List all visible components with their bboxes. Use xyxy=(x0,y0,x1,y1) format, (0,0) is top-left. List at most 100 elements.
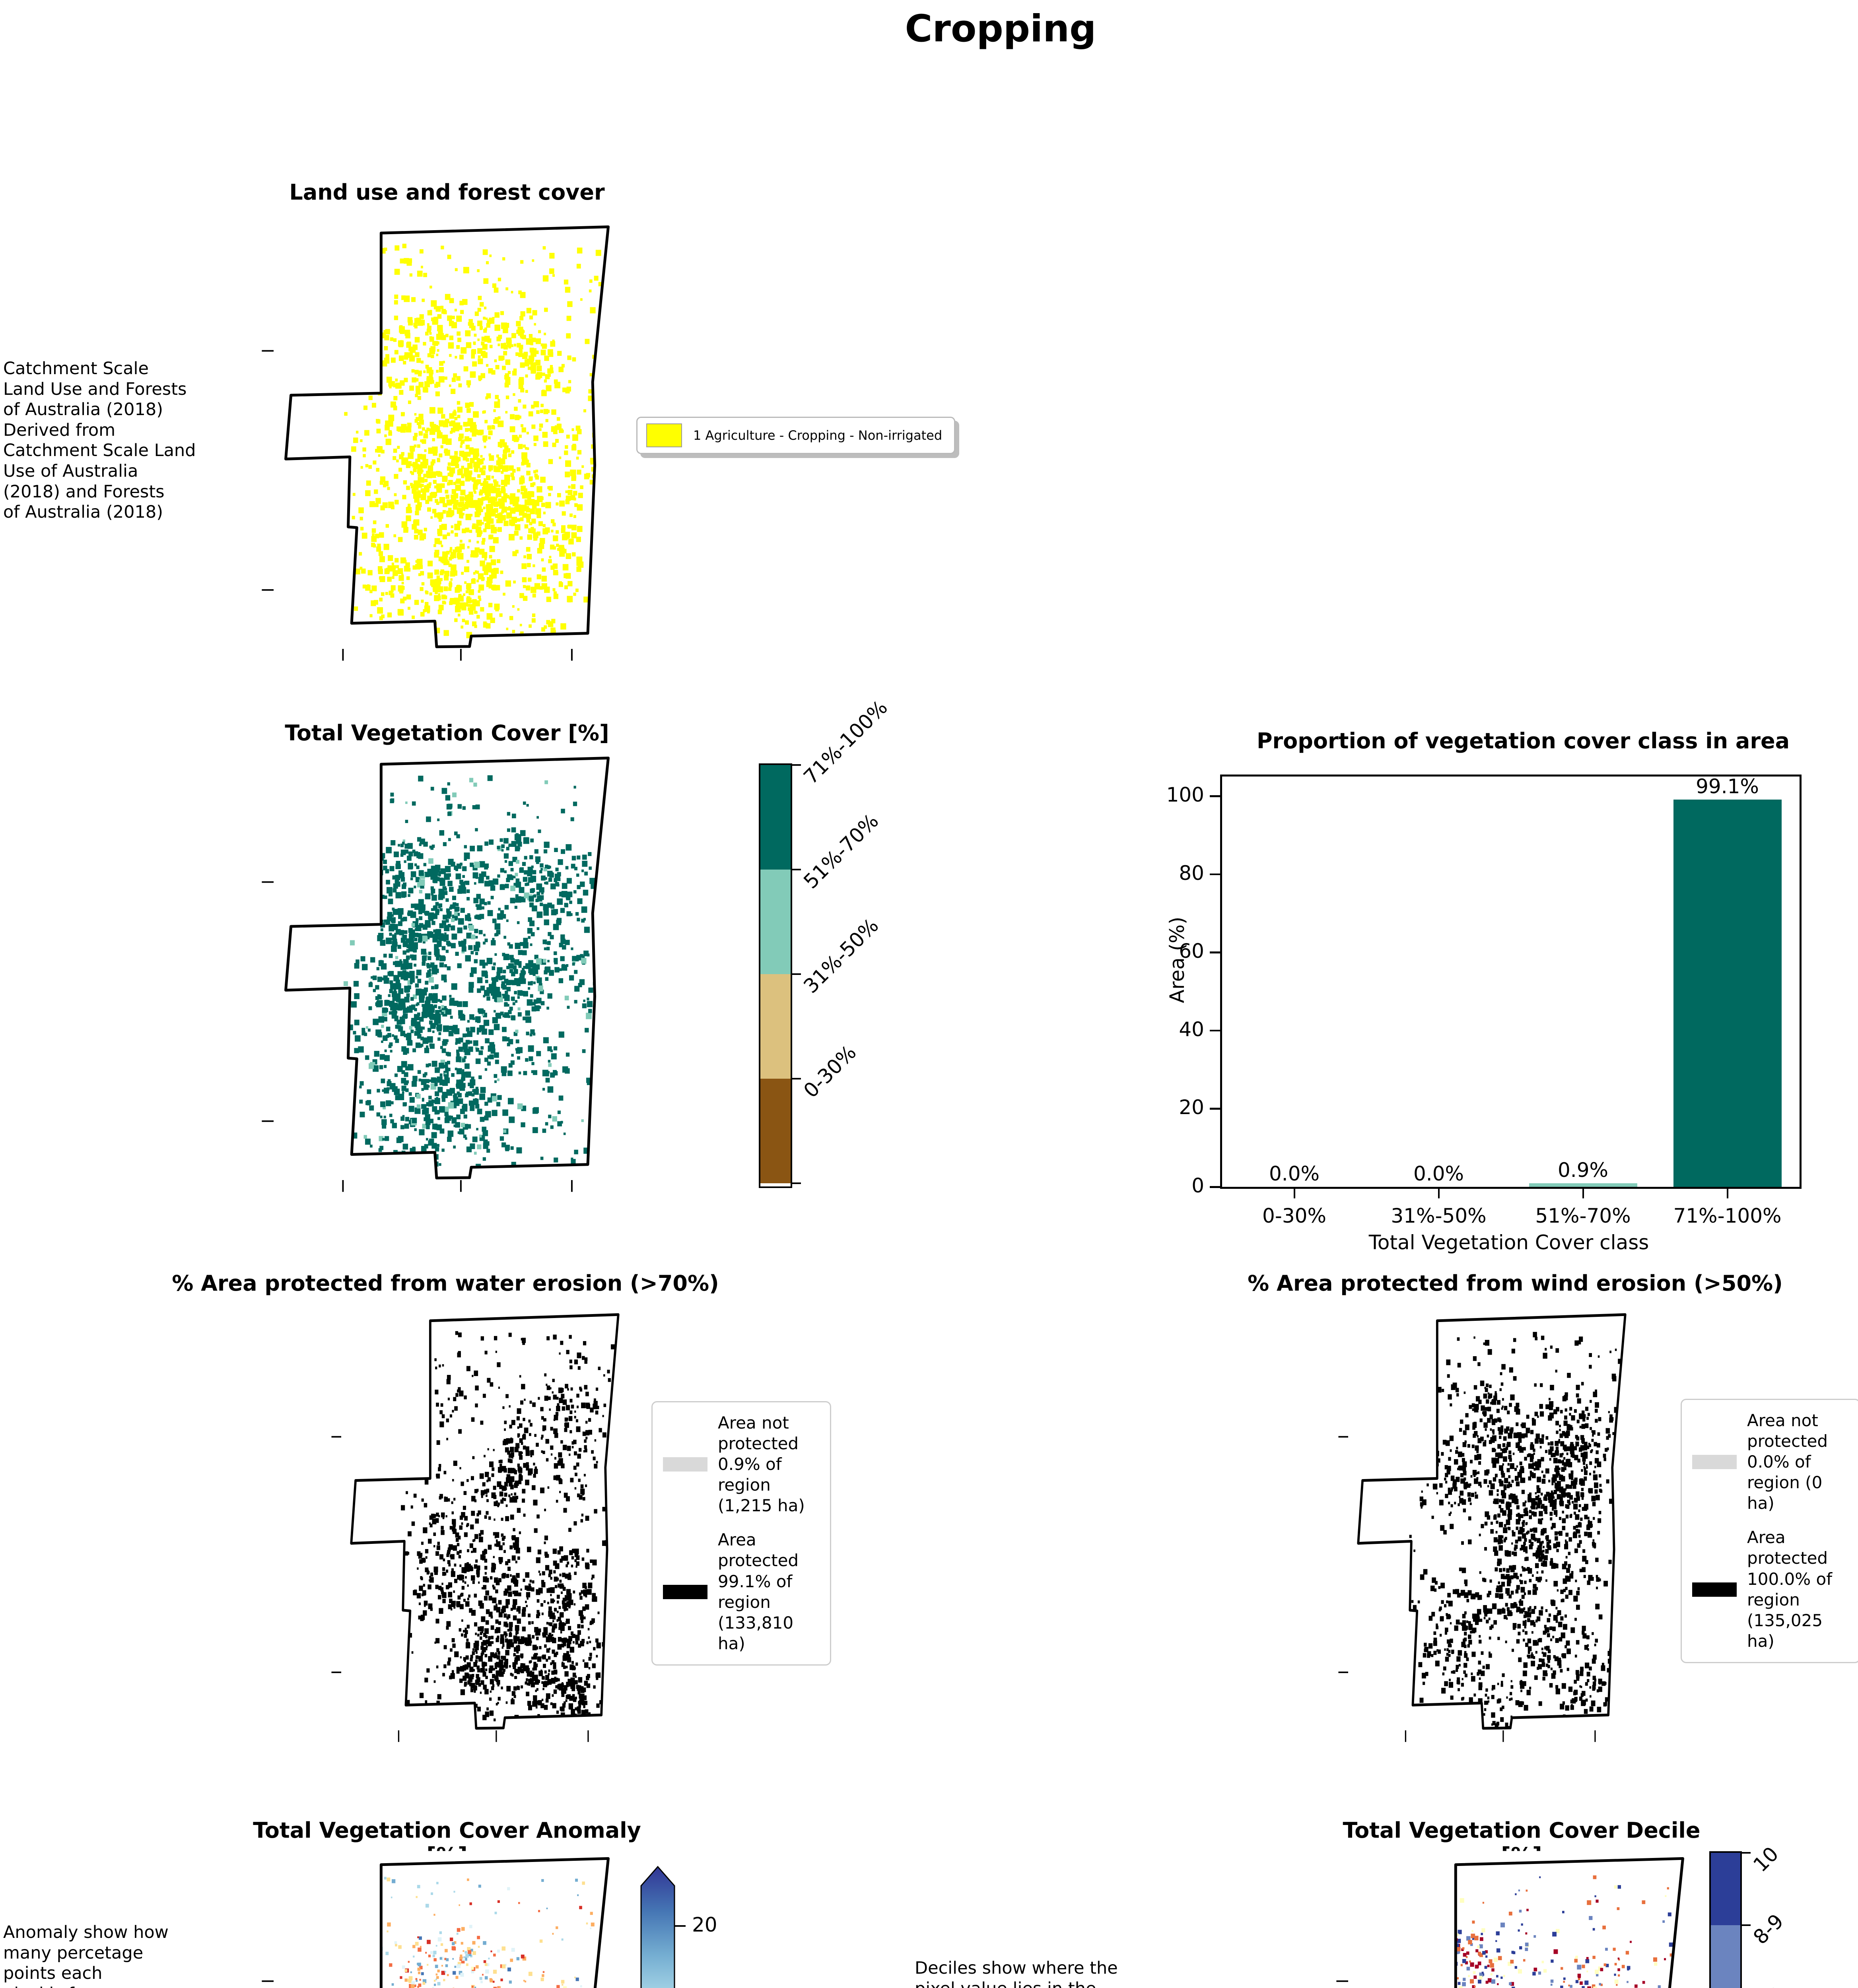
chart-y-axis-label: Area (%) xyxy=(1166,916,1189,1003)
anomaly-colorbar: 20100−10−20 xyxy=(640,1866,768,1988)
y-axis-tick-label: 20 xyxy=(1179,1096,1204,1119)
veg_cover-pixels xyxy=(343,775,603,1173)
decile-cbar-tick xyxy=(1740,1852,1751,1854)
decile-colorbar: 108-94-72-31 xyxy=(1709,1842,1856,1988)
bar-chart-plot: 0 20 40 60 80 100 0.0% 0-30% 0.0% 31%-50% 0.9% 51%-… xyxy=(1166,775,1802,1227)
anomaly-side-text: Anomaly show how many percetage points e… xyxy=(3,1922,169,1988)
veg-cbar-label: 31%-50% xyxy=(799,914,883,998)
bar-51%-70% xyxy=(1529,1183,1637,1187)
wind-erosion-title: % Area protected from wind erosion (>50%… xyxy=(1248,1271,1783,1296)
landuse-map xyxy=(262,219,628,661)
y-axis-tick xyxy=(1210,1108,1220,1110)
page-title: Cropping xyxy=(905,7,1096,50)
veg-cbar-label: 71%-100% xyxy=(799,696,892,789)
bar-value-label: 99.1% xyxy=(1696,775,1759,798)
veg-cbar-tick xyxy=(791,764,801,766)
wind-legend-item-not-protected: Area not protected 0.0% of region (0 ha) xyxy=(1692,1410,1851,1514)
decile-cbar-segment xyxy=(1711,1925,1740,1988)
veg-cbar-label: 51%-70% xyxy=(799,809,883,893)
y-axis-tick-label: 60 xyxy=(1179,940,1204,963)
x-axis-tick-label: 0-30% xyxy=(1262,1204,1326,1227)
y-axis-tick xyxy=(1210,795,1220,797)
landuse-title: Land use and forest cover xyxy=(289,180,605,205)
y-axis-tick-label: 40 xyxy=(1179,1017,1204,1041)
water-erosion-legend: Area not protected 0.9% of region (1,215… xyxy=(651,1401,831,1666)
anomaly-map xyxy=(262,1851,628,1988)
landuse-map-canvas xyxy=(262,219,628,661)
water-protected-swatch xyxy=(663,1584,707,1599)
wind-not-protected-label: Area not protected 0.0% of region (0 ha) xyxy=(1747,1411,1828,1513)
wind-erosion-legend: Area not protected 0.0% of region (0 ha)… xyxy=(1681,1399,1858,1663)
x-axis-tick-label: 71%-100% xyxy=(1673,1204,1782,1227)
bar-value-label: 0.0% xyxy=(1269,1162,1320,1185)
veg-cbar-segment xyxy=(760,1079,791,1183)
veg-cbar-tick xyxy=(791,1182,801,1184)
y-axis-tick-label: 100 xyxy=(1166,783,1204,807)
wind-pixels xyxy=(1406,1331,1622,1728)
anomaly-map-canvas xyxy=(262,1851,628,1988)
landuse-legend-swatch xyxy=(646,423,682,447)
wind-erosion-map-canvas xyxy=(1338,1307,1641,1742)
veg-cbar-segment xyxy=(760,870,791,974)
veg-cover-map xyxy=(262,750,628,1192)
x-axis-tick xyxy=(1582,1189,1584,1198)
x-axis-tick xyxy=(1293,1189,1295,1198)
anomaly-cbar-tick xyxy=(674,1925,686,1927)
wind-protected-swatch xyxy=(1692,1582,1737,1597)
veg-cbar-label: 0-30% xyxy=(799,1041,861,1103)
landuse-legend: 1 Agriculture - Cropping - Non-irrigated xyxy=(636,417,956,454)
veg-cbar-tick xyxy=(791,1078,801,1079)
x-axis-tick-label: 51%-70% xyxy=(1535,1204,1631,1227)
veg-cbar-segment xyxy=(760,974,791,1079)
decile-side-text: Deciles show where the pixel value lies … xyxy=(915,1958,1118,1988)
decile-cbar-label: 8-9 xyxy=(1749,1909,1788,1949)
water-protected-label: Area protected 99.1% of region (133,810 … xyxy=(718,1530,799,1653)
wind-erosion-map xyxy=(1338,1307,1641,1742)
veg-cover-title: Total Vegetation Cover [%] xyxy=(285,720,609,746)
y-axis-tick-label: 0 xyxy=(1191,1174,1204,1197)
veg-cbar-tick xyxy=(791,869,801,870)
water-legend-item-not-protected: Area not protected 0.9% of region (1,215… xyxy=(663,1413,822,1516)
decile-title: Total Vegetation Cover Decile [%] xyxy=(1343,1818,1701,1868)
veg-cover-map-canvas xyxy=(262,750,628,1192)
water-erosion-title: % Area protected from water erosion (>70… xyxy=(172,1271,719,1296)
bar-71%-100% xyxy=(1673,799,1782,1187)
decile-cbar-tick xyxy=(1740,1924,1751,1926)
wind-legend-item-protected: Area protected 100.0% of region (135,025… xyxy=(1692,1527,1851,1651)
wind-not-protected-swatch xyxy=(1692,1455,1737,1470)
landuse-legend-label: 1 Agriculture - Cropping - Non-irrigated xyxy=(693,428,943,443)
y-axis-tick-label: 80 xyxy=(1179,861,1204,885)
chart-x-axis-label: Total Vegetation Cover class xyxy=(1368,1231,1649,1254)
decile-cbar-label: 10 xyxy=(1749,1842,1783,1877)
water-not-protected-swatch xyxy=(663,1457,707,1472)
chart-title: Proportion of vegetation cover class in … xyxy=(1256,728,1790,753)
water-legend-item-protected: Area protected 99.1% of region (133,810 … xyxy=(663,1530,822,1654)
y-axis-tick xyxy=(1210,1186,1220,1188)
bar-value-label: 0.0% xyxy=(1413,1162,1464,1185)
water-erosion-map xyxy=(331,1307,634,1742)
bar-value-label: 0.9% xyxy=(1557,1159,1609,1182)
water-pixels xyxy=(398,1331,615,1728)
water-not-protected-label: Area not protected 0.9% of region (1,215… xyxy=(718,1413,805,1516)
landuse-side-text: Catchment Scale Land Use and Forests of … xyxy=(3,359,196,522)
water-erosion-map-canvas xyxy=(331,1307,634,1742)
x-axis-tick-label: 31%-50% xyxy=(1391,1204,1487,1227)
wind-protected-label: Area protected 100.0% of region (135,025… xyxy=(1747,1528,1832,1651)
y-axis-tick xyxy=(1210,873,1220,876)
decile-cbar-segment xyxy=(1711,1853,1740,1925)
y-axis-tick xyxy=(1210,1029,1220,1032)
decile-map-canvas xyxy=(1336,1851,1702,1988)
decile-cbar-label: 4-7 xyxy=(1749,1984,1788,1988)
landuse-pixels xyxy=(343,243,607,647)
x-axis-tick xyxy=(1726,1189,1728,1198)
anomaly-cbar-ticklabel: 20 xyxy=(692,1913,717,1936)
decile-map xyxy=(1336,1851,1702,1988)
anomaly-pixels xyxy=(344,1877,598,1988)
y-axis-tick xyxy=(1210,951,1220,953)
anomaly-colorbar-gradient xyxy=(640,1866,675,1988)
veg-cover-colorbar: 71%-100% 51%-70% 31%-50% 0-30% xyxy=(759,696,926,1188)
veg-cbar-segment xyxy=(760,765,791,870)
veg-cbar-tick xyxy=(791,973,801,975)
x-axis-tick xyxy=(1438,1189,1440,1198)
